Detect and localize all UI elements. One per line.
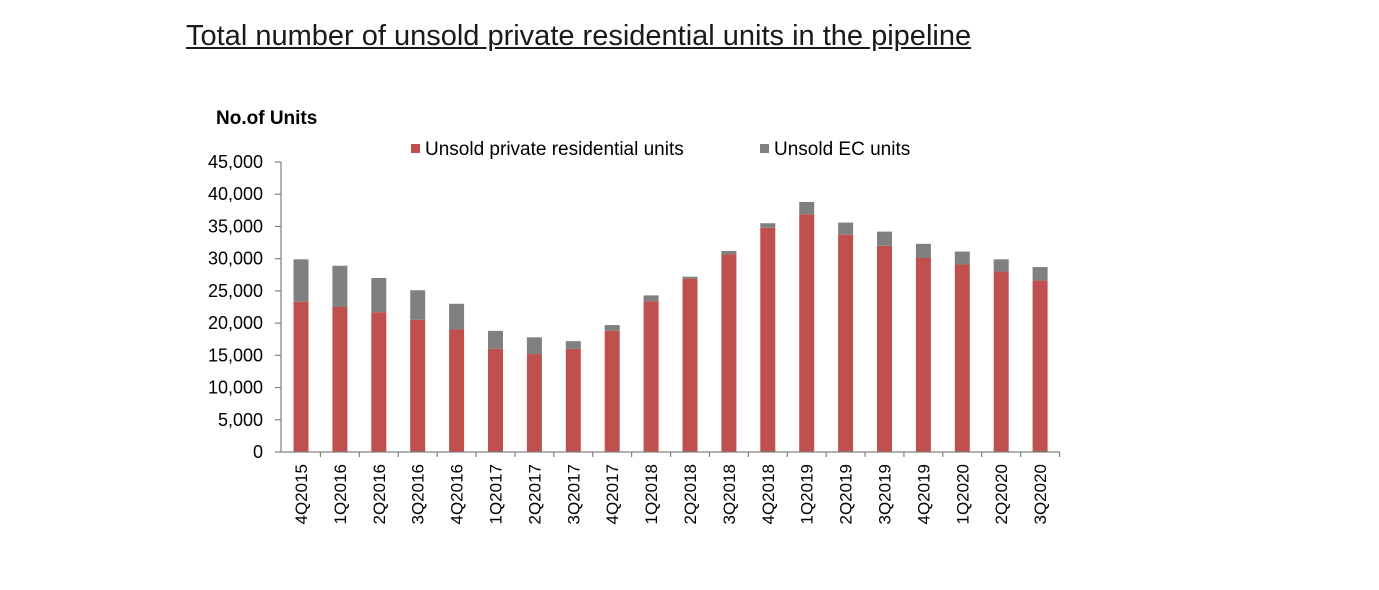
bar-segment [954, 264, 970, 452]
bar-segment [371, 278, 387, 313]
y-axis: 0 5,000 10,000 15,000 20,000 25,000 30,000 35,0… [208, 152, 282, 462]
bar-segment [643, 295, 659, 302]
x-tick-label: 2Q2020 [992, 464, 1011, 525]
bar-segment [799, 214, 815, 452]
bar-segment [799, 201, 815, 215]
x-tick-label: 4Q2017 [603, 464, 622, 525]
bar-segment [332, 265, 348, 307]
bar-segment [293, 301, 309, 452]
bar-segment [1032, 267, 1048, 281]
bar-segment [682, 278, 698, 452]
x-tick-label: 3Q2019 [876, 464, 895, 525]
legend-swatch [411, 144, 420, 153]
bar-segment [915, 243, 931, 259]
y-tick-label: 20,000 [208, 313, 263, 333]
bar-segment [915, 258, 931, 452]
bar-segment [1032, 280, 1048, 452]
bar-segment [565, 348, 581, 452]
x-tick-label: 4Q2018 [759, 464, 778, 525]
x-tick-label: 3Q2017 [564, 464, 583, 525]
bar-segment [760, 227, 776, 452]
bar-segment [488, 330, 503, 349]
x-tick-label: 1Q2017 [487, 464, 506, 525]
bar-segment [410, 290, 426, 320]
legend-label: Unsold private residential units [425, 139, 684, 160]
bar-segment [643, 301, 659, 452]
legend-label: Unsold EC units [774, 139, 910, 160]
bar-segment [604, 325, 620, 331]
bar-segment [449, 303, 465, 330]
y-tick-label: 0 [253, 442, 263, 462]
bar-segment [993, 259, 1009, 272]
x-tick-label: 4Q2015 [292, 464, 311, 525]
bar-segment [488, 348, 503, 452]
y-tick-label: 15,000 [208, 345, 263, 365]
x-tick-label: 2Q2018 [681, 464, 700, 525]
x-axis: 4Q2015 1Q2016 2Q2016 3Q2016 4Q2016 1Q2017 2Q20… [281, 451, 1061, 525]
x-tick-label: 2Q2017 [525, 464, 544, 525]
x-tick-label: 4Q2016 [448, 464, 467, 525]
bar-segment [838, 222, 854, 235]
y-tick-label: 25,000 [208, 281, 263, 301]
bar-segment [721, 254, 737, 452]
x-tick-label: 3Q2016 [409, 464, 428, 525]
bar-segment [877, 231, 892, 246]
bar-segment [526, 337, 542, 355]
bar-segment [449, 329, 465, 452]
x-tick-label: 1Q2019 [798, 464, 817, 525]
x-tick-label: 2Q2016 [370, 464, 389, 525]
x-tick-label: 4Q2019 [914, 464, 933, 525]
bar-segment [332, 307, 348, 452]
x-tick-label: 1Q2018 [642, 464, 661, 525]
bar-segment [410, 319, 426, 452]
bar-segment [371, 312, 387, 452]
bar-segment [877, 245, 892, 452]
y-tick-label: 35,000 [208, 216, 263, 236]
bar-segment [526, 354, 542, 452]
bar-segment [838, 234, 854, 452]
x-tick-label: 3Q2020 [1031, 464, 1050, 525]
y-tick-label: 45,000 [208, 152, 263, 172]
y-tick-label: 30,000 [208, 249, 263, 269]
x-tick-label: 3Q2018 [720, 464, 739, 525]
y-tick-label: 10,000 [208, 378, 263, 398]
bar-segment [682, 276, 698, 279]
y-tick-label: 5,000 [218, 410, 263, 430]
legend-swatch [760, 144, 769, 153]
x-tick-label: 2Q2019 [837, 464, 856, 525]
x-tick-label: 1Q2020 [953, 464, 972, 525]
bar-segment [721, 250, 737, 255]
bar-segment [604, 330, 620, 452]
page-title: Total number of unsold private residenti… [186, 20, 972, 52]
legend: Unsold private residential units Unsold E… [411, 139, 910, 160]
bar-segment [760, 223, 776, 228]
bar-segment [293, 259, 309, 302]
y-tick-label: 40,000 [208, 184, 263, 204]
bars [293, 201, 1048, 452]
y-axis-label: No.of Units [216, 108, 317, 129]
bar-segment [954, 251, 970, 265]
bar-segment [565, 341, 581, 349]
x-tick-label: 1Q2016 [331, 464, 350, 525]
bar-segment [993, 271, 1009, 452]
